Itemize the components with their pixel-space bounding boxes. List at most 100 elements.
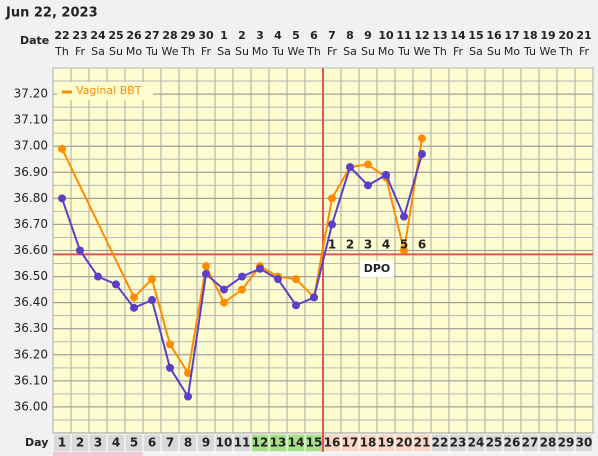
day-number: 5 <box>130 436 138 450</box>
legend-label: Vaginal BBT <box>76 84 142 97</box>
day-number: 15 <box>306 436 323 450</box>
data-point <box>400 212 408 221</box>
data-point <box>346 163 354 172</box>
y-tick-label: 36.90 <box>14 165 48 179</box>
data-point <box>328 194 336 203</box>
data-point <box>130 303 138 312</box>
data-point <box>418 150 426 159</box>
y-tick-label: 36.70 <box>14 217 48 231</box>
weekday-label: We <box>288 45 305 58</box>
day-number: 6 <box>148 436 156 450</box>
date-label: 3 <box>256 29 264 42</box>
day-number: 14 <box>288 436 305 450</box>
date-label: 7 <box>328 29 336 42</box>
y-tick-label: 36.60 <box>14 243 48 257</box>
dpo-number: 5 <box>400 238 408 252</box>
data-point <box>364 160 372 169</box>
data-point <box>112 280 120 289</box>
data-point <box>166 363 174 372</box>
weekday-label: Sa <box>91 45 105 58</box>
dpo-number: 2 <box>346 238 354 252</box>
weekday-label: Sa <box>469 45 483 58</box>
date-label: 8 <box>346 29 354 42</box>
data-point <box>184 392 192 401</box>
date-label: 6 <box>310 29 318 42</box>
date-label: 14 <box>450 29 466 42</box>
weekday-label: Mo <box>252 45 268 58</box>
data-point <box>382 170 390 179</box>
day-number: 18 <box>360 436 377 450</box>
date-label: 23 <box>72 29 87 42</box>
day-number: 27 <box>522 436 539 450</box>
date-label: 29 <box>180 29 195 42</box>
data-point <box>364 181 372 190</box>
day-number: 24 <box>468 436 485 450</box>
day-number: 1 <box>58 436 66 450</box>
day-cell <box>574 433 594 453</box>
day-number: 12 <box>252 436 269 450</box>
weekday-label: Sa <box>343 45 357 58</box>
data-point <box>220 298 228 307</box>
data-point <box>94 272 102 281</box>
day-number: 22 <box>432 436 449 450</box>
date-label: 21 <box>576 29 591 42</box>
weekday-label: Th <box>558 45 573 58</box>
day-number: 28 <box>540 436 557 450</box>
day-number: 4 <box>112 436 120 450</box>
weekday-label: Th <box>180 45 195 58</box>
date-label: Date <box>20 34 49 47</box>
y-tick-label: 36.10 <box>14 373 48 387</box>
day-number: 21 <box>414 436 431 450</box>
day-number: 3 <box>94 436 102 450</box>
date-label: 25 <box>108 29 123 42</box>
date-label: 11 <box>396 29 411 42</box>
date-label: 13 <box>432 29 447 42</box>
y-tick-label: 36.50 <box>14 269 48 283</box>
date-label: 20 <box>558 29 574 42</box>
weekday-label: Mo <box>378 45 394 58</box>
data-point <box>166 340 174 349</box>
date-label: 1 <box>220 29 228 42</box>
day-label: Day <box>25 436 48 449</box>
weekday-label: Th <box>54 45 69 58</box>
y-tick-label: 36.00 <box>14 399 48 413</box>
data-point <box>76 246 84 255</box>
date-label: 4 <box>274 29 282 42</box>
y-tick-label: 36.80 <box>14 191 48 205</box>
data-point <box>184 369 192 378</box>
date-label: 28 <box>162 29 177 42</box>
data-point <box>220 285 228 294</box>
data-point <box>400 246 408 255</box>
y-tick-label: 37.10 <box>14 113 48 127</box>
weekday-label: Th <box>432 45 447 58</box>
weekday-label: Fr <box>201 45 212 58</box>
weekday-label: We <box>540 45 557 58</box>
data-point <box>238 272 246 281</box>
day-number: 29 <box>558 436 575 450</box>
legend-box <box>57 82 153 100</box>
day-number: 11 <box>234 436 251 450</box>
data-point <box>202 269 210 278</box>
data-point <box>256 264 264 273</box>
day-number: 23 <box>450 436 467 450</box>
weekday-label: Su <box>487 45 501 58</box>
weekday-label: Tu <box>397 45 410 58</box>
day-number: 17 <box>342 436 359 450</box>
date-label: 5 <box>292 29 300 42</box>
data-point <box>58 194 66 203</box>
dpo-box <box>360 261 394 277</box>
weekday-label: Fr <box>579 45 590 58</box>
data-point <box>292 275 300 284</box>
day-number: 8 <box>184 436 192 450</box>
data-point <box>292 301 300 310</box>
dpo-number: 6 <box>418 238 426 252</box>
data-point <box>238 285 246 294</box>
date-label: 12 <box>414 29 429 42</box>
weekday-label: Fr <box>327 45 338 58</box>
data-point <box>310 293 318 302</box>
y-tick-label: 37.20 <box>14 87 48 101</box>
date-label: 15 <box>468 29 483 42</box>
chart-title: Jun 22, 2023 <box>5 6 98 21</box>
data-point <box>148 275 156 284</box>
dpo-number: 3 <box>364 238 372 252</box>
